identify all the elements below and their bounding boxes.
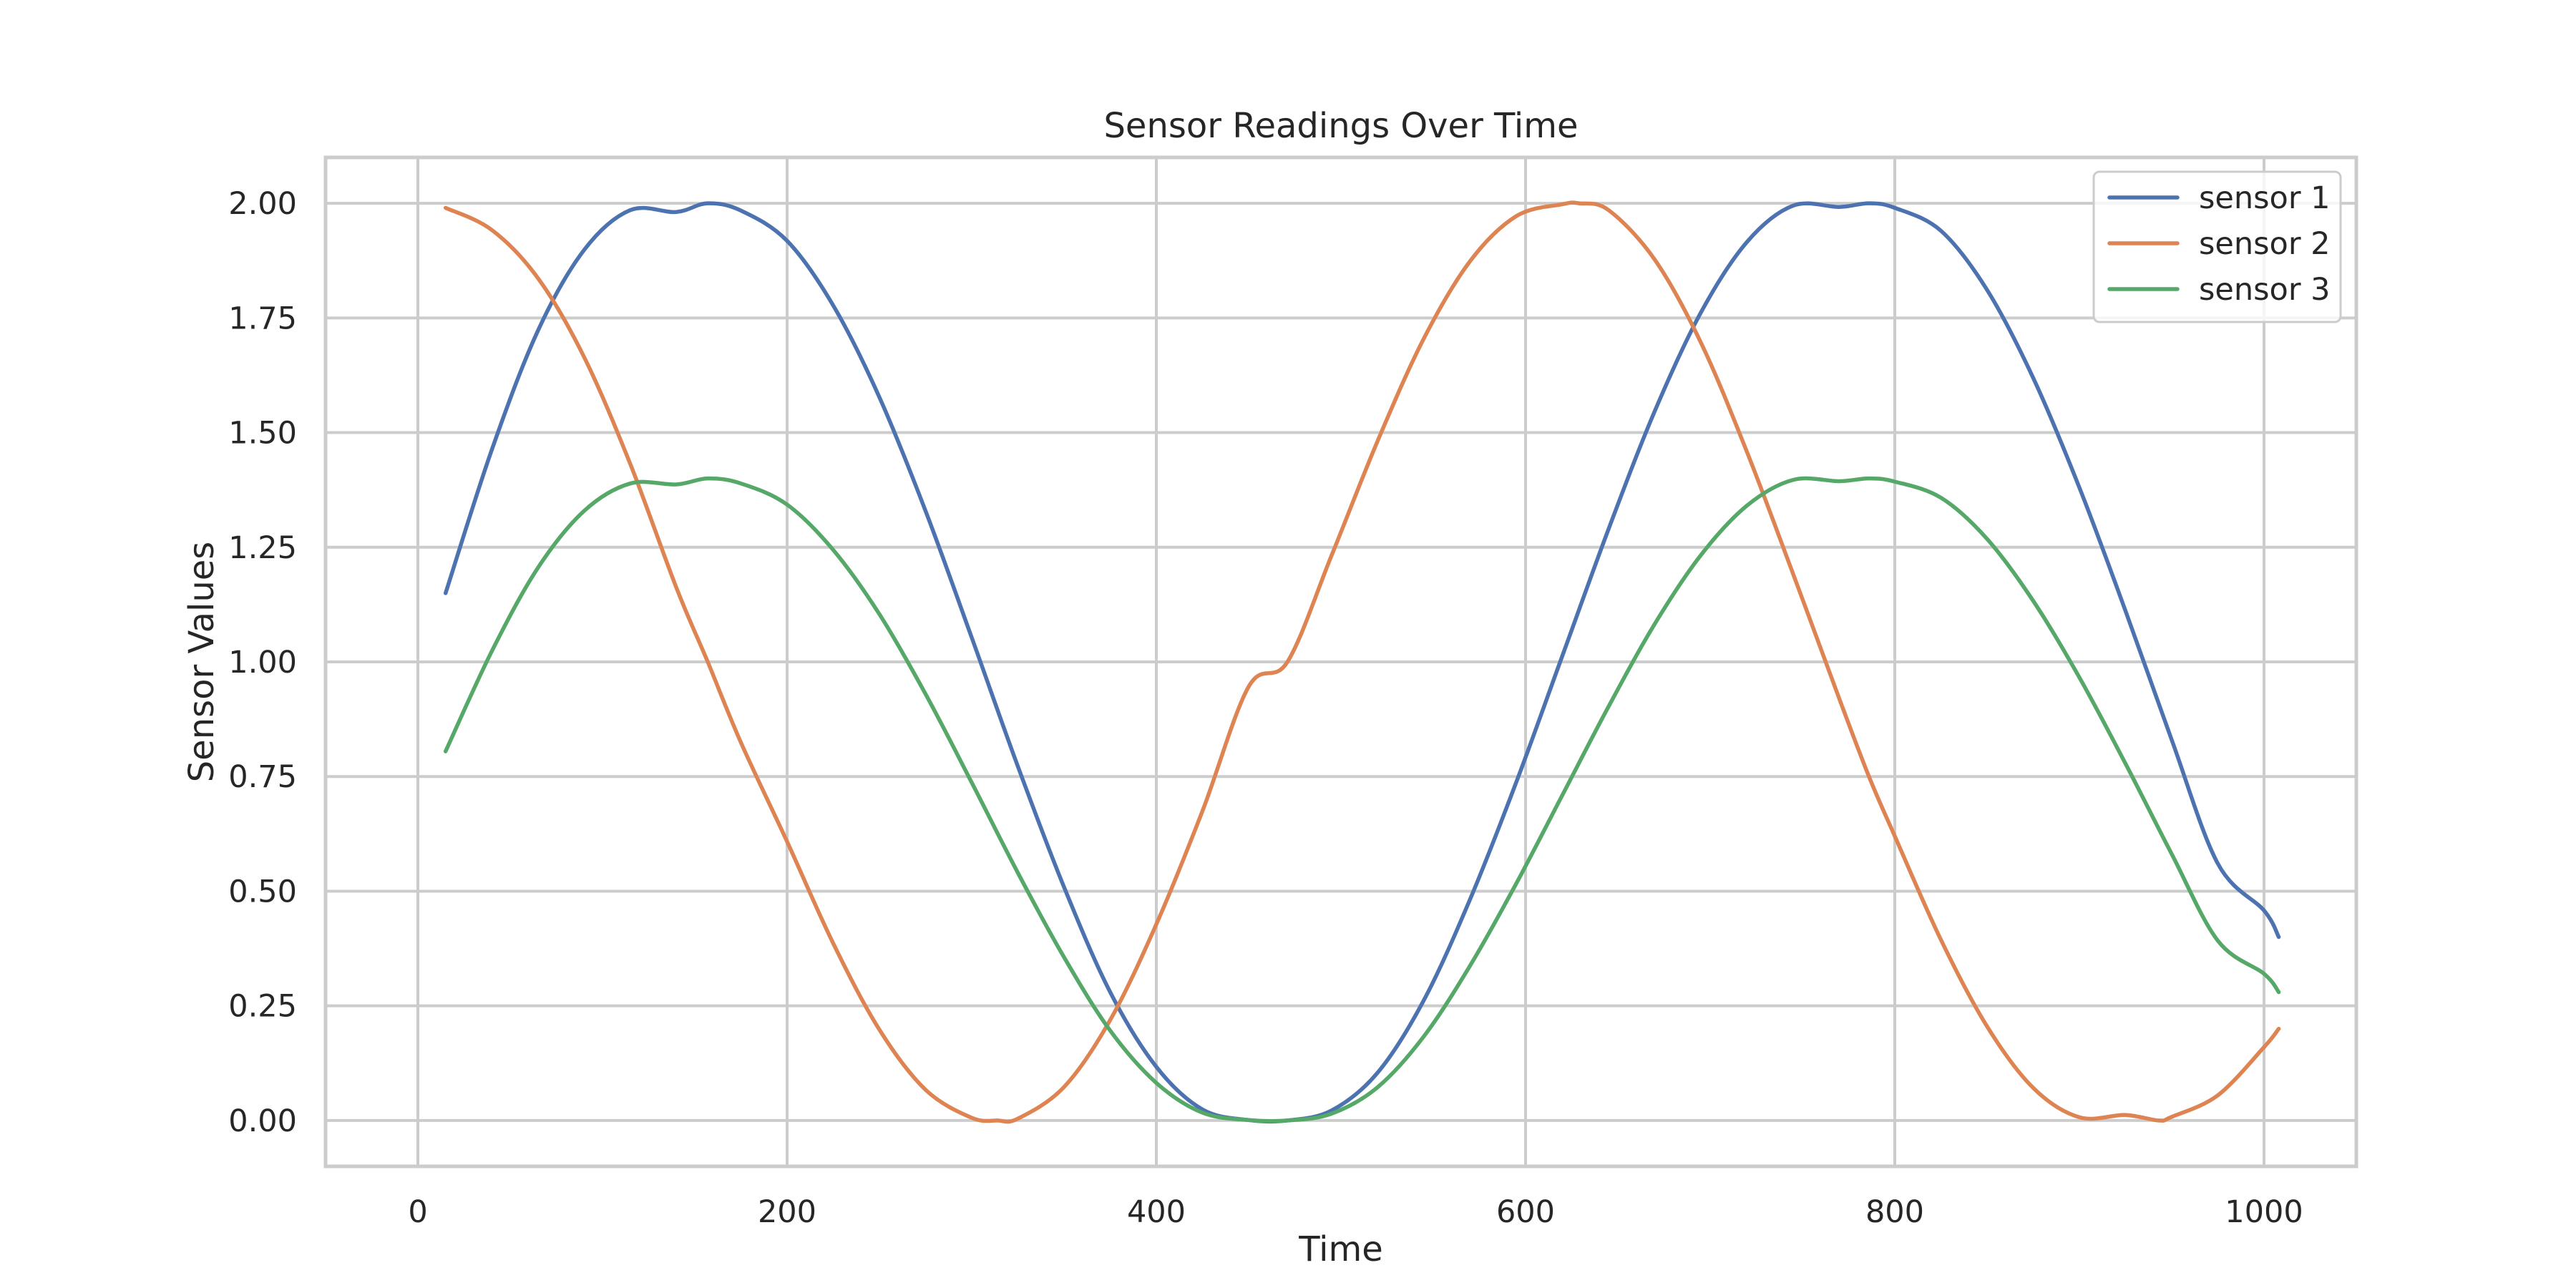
y-tick-label: 0.75 [228,759,297,795]
x-tick-label: 200 [758,1194,816,1230]
y-tick-label: 1.75 [228,301,297,336]
grid [326,157,2356,1166]
x-tick-label: 800 [1865,1194,1924,1230]
legend-label: sensor 1 [2199,180,2331,216]
y-axis-label: Sensor Values [182,542,222,783]
x-tick-label: 600 [1496,1194,1555,1230]
y-tick-label: 2.00 [228,186,297,222]
series-layer [443,200,2281,1124]
chart-title: Sensor Readings Over Time [1103,106,1578,146]
y-tick-label: 0.25 [228,989,297,1025]
legend-label: sensor 3 [2199,272,2331,308]
plot-frame [323,155,2358,1169]
x-axis-ticks: 0 200 400 600 800 1000 [408,1194,2303,1230]
series-line-sensor-3 [443,476,2281,1123]
x-tick-label: 0 [408,1194,427,1230]
x-tick-label: 1000 [2225,1194,2303,1230]
y-tick-label: 1.25 [228,530,297,566]
y-axis-ticks: 0.00 0.25 0.50 0.75 1.00 1.25 1.50 1.75 2.00 [228,186,297,1139]
series-line-sensor-1 [443,201,2281,1124]
y-tick-label: 1.00 [228,645,297,680]
y-tick-label: 1.50 [228,416,297,452]
x-axis-label: Time [1298,1229,1382,1269]
series-line-sensor-2 [443,200,2281,1124]
legend-box [2092,170,2342,323]
legend: sensor 1 sensor 2 sensor 3 [2092,170,2342,323]
x-tick-label: 400 [1127,1194,1186,1230]
y-tick-label: 0.50 [228,874,297,909]
legend-label: sensor 2 [2199,226,2331,262]
y-tick-label: 0.00 [228,1103,297,1139]
